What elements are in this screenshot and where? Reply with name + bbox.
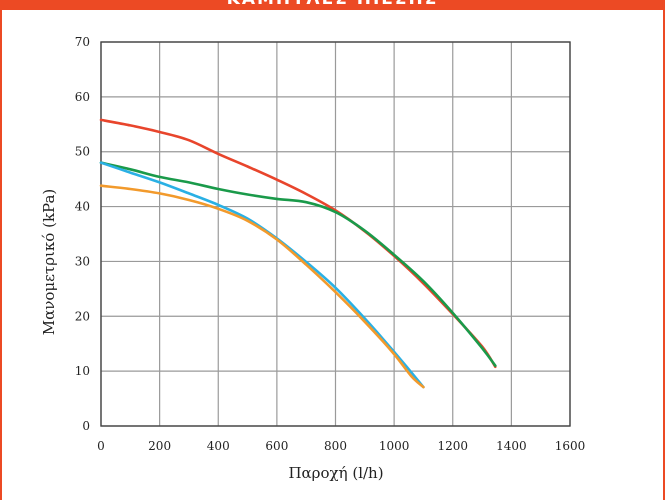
y-tick-label: 40 bbox=[75, 200, 90, 214]
y-axis-label: Μανομετρικό (kPa) bbox=[40, 189, 58, 335]
x-tick-label: 200 bbox=[148, 439, 171, 453]
series-line-4 bbox=[99, 184, 425, 389]
x-tick-label: 1400 bbox=[496, 439, 527, 453]
x-tick-label: 0 bbox=[97, 439, 105, 453]
chart-grid bbox=[100, 41, 571, 427]
x-tick-labels: 0 200 400 600 800 1000 1200 1400 1600 bbox=[97, 439, 585, 453]
x-tick-label: 400 bbox=[207, 439, 230, 453]
y-tick-labels: 0 10 20 30 40 50 60 70 bbox=[75, 35, 90, 433]
y-tick-label: 50 bbox=[75, 145, 90, 159]
x-tick-label: 800 bbox=[324, 439, 347, 453]
y-tick-label: 20 bbox=[75, 309, 90, 323]
y-tick-label: 70 bbox=[75, 35, 90, 49]
plot-frame bbox=[100, 41, 571, 427]
x-tick-label: 1200 bbox=[437, 439, 468, 453]
x-tick-label: 600 bbox=[265, 439, 288, 453]
y-tick-label: 0 bbox=[82, 419, 90, 433]
y-tick-label: 10 bbox=[75, 364, 90, 378]
y-tick-label: 30 bbox=[75, 254, 90, 268]
series-line-2 bbox=[99, 161, 497, 367]
x-axis-label: Παροχή (l/h) bbox=[288, 464, 383, 482]
x-tick-label: 1000 bbox=[379, 439, 410, 453]
frame-left-border bbox=[0, 0, 2, 500]
chart-series bbox=[99, 118, 497, 389]
frame-right-border bbox=[663, 0, 665, 500]
y-tick-label: 60 bbox=[75, 90, 90, 104]
x-tick-label: 1600 bbox=[555, 439, 586, 453]
banner-title: ΚΑΜΠΥΛΕΣ ΠΙΕΣΗΣ bbox=[0, 0, 665, 9]
title-banner: ΚΑΜΠΥΛΕΣ ΠΙΕΣΗΣ bbox=[0, 0, 665, 10]
